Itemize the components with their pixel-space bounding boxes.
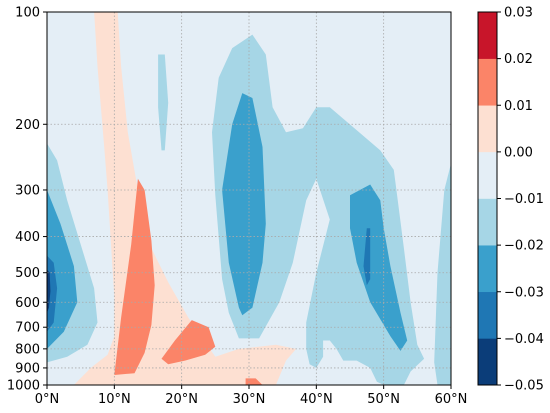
y-tick-label: 600 bbox=[15, 296, 40, 311]
y-tick-label: 400 bbox=[15, 230, 40, 245]
contour-region bbox=[245, 378, 263, 385]
contour-region bbox=[222, 93, 266, 316]
colorbar-segment bbox=[478, 58, 497, 106]
y-tick-label: 900 bbox=[15, 361, 40, 376]
contour-region bbox=[158, 54, 169, 151]
x-tick-label: 60°N bbox=[435, 392, 468, 407]
y-tick-label: 800 bbox=[15, 342, 40, 357]
colorbar-segment bbox=[478, 338, 497, 386]
y-tick-label: 300 bbox=[15, 183, 40, 198]
colorbar-segment bbox=[478, 105, 497, 153]
y-axis: 100 200 300 400 500 600 700 800 900 1000 bbox=[7, 6, 47, 394]
contour-region bbox=[350, 184, 408, 351]
colorbar-tick-label: 0.00 bbox=[504, 145, 533, 160]
y-tick-label: 500 bbox=[15, 266, 40, 281]
x-tick-label: 50°N bbox=[367, 392, 400, 407]
x-tick-label: 10°N bbox=[98, 392, 131, 407]
contour-region bbox=[161, 320, 216, 365]
gridlines bbox=[47, 12, 451, 385]
contour-region bbox=[363, 228, 371, 286]
colorbar-tick-label: 0.01 bbox=[504, 99, 533, 114]
x-tick-label: 20°N bbox=[165, 392, 198, 407]
contour-region bbox=[114, 178, 155, 375]
colorbar-segment bbox=[478, 291, 497, 339]
colorbar-tick-label: −0.01 bbox=[504, 192, 544, 207]
colorbar-segment bbox=[478, 12, 497, 59]
x-tick-label: 0°N bbox=[35, 392, 60, 407]
colorbar: −0.05 −0.04 −0.03 −0.02 −0.01 0.00 0.01 0.02 0.0… bbox=[477, 6, 544, 394]
colorbar-tick-label: −0.03 bbox=[504, 285, 544, 300]
contour-region bbox=[434, 163, 451, 385]
y-tick-label: 100 bbox=[15, 6, 40, 21]
colorbar-tick-label: 0.02 bbox=[504, 52, 533, 67]
colorbar-tick-label: 0.03 bbox=[504, 6, 533, 21]
y-tick-label: 1000 bbox=[7, 379, 40, 394]
colorbar-segment bbox=[478, 198, 497, 246]
x-tick-label: 40°N bbox=[300, 392, 333, 407]
colorbar-tick-label: −0.05 bbox=[504, 379, 544, 394]
contour-regions bbox=[47, 12, 451, 385]
colorbar-segment bbox=[478, 245, 497, 293]
colorbar-tick-label: −0.02 bbox=[504, 239, 544, 254]
colorbar-tick-label: −0.04 bbox=[504, 332, 544, 347]
y-tick-label: 200 bbox=[15, 118, 40, 133]
colorbar-segment bbox=[478, 151, 497, 199]
y-tick-label: 700 bbox=[15, 321, 40, 336]
x-axis: 0°N 10°N 20°N 30°N 40°N 50°N 60°N bbox=[35, 385, 468, 407]
x-tick-label: 30°N bbox=[233, 392, 266, 407]
